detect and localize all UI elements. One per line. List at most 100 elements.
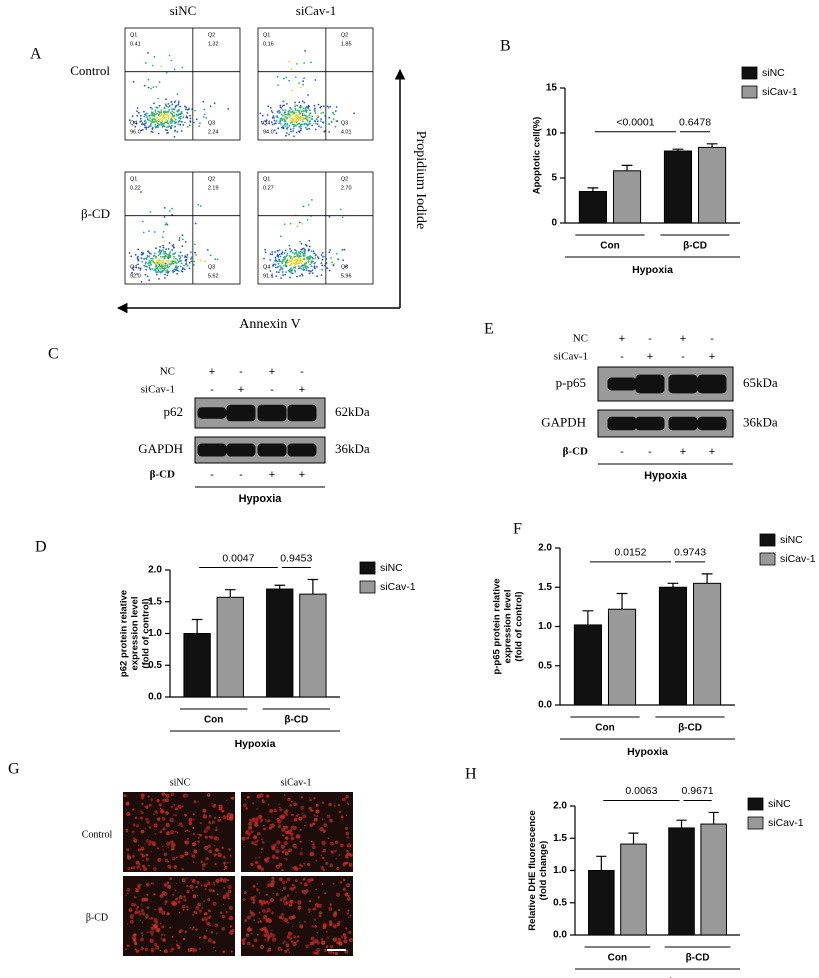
event-dot xyxy=(332,111,334,114)
stain-dot xyxy=(304,824,306,827)
stain-dot xyxy=(141,935,143,937)
condition-sign: - xyxy=(239,366,243,378)
event-dot xyxy=(162,115,165,118)
stain-dot xyxy=(249,819,252,822)
condition-sign: - xyxy=(210,384,214,396)
stain-dot xyxy=(256,933,259,936)
event-dot xyxy=(293,259,296,262)
stain-dot xyxy=(332,951,335,954)
event-dot xyxy=(353,112,355,115)
stain-dot xyxy=(308,797,311,799)
stain-dot xyxy=(137,848,141,852)
event-dot xyxy=(307,107,309,110)
event-dot xyxy=(282,100,284,103)
event-dot xyxy=(311,115,314,118)
stain-dot xyxy=(181,825,183,827)
event-dot xyxy=(292,118,294,121)
event-dot xyxy=(269,259,272,261)
event-dot xyxy=(159,245,162,248)
stain-dot xyxy=(266,911,268,913)
stain-dot xyxy=(141,854,145,858)
stain-dot xyxy=(217,852,222,858)
event-dot xyxy=(176,259,179,261)
stain-dot xyxy=(288,951,291,953)
event-dot xyxy=(261,114,264,117)
event-dot xyxy=(198,125,201,127)
event-dot xyxy=(275,271,278,273)
stain-dot xyxy=(155,929,160,933)
stain-dot xyxy=(322,850,324,853)
column-label: siCav-1 xyxy=(296,3,336,18)
event-dot xyxy=(330,257,332,259)
quadrant-value: 4.01 xyxy=(341,129,352,135)
stain-dot xyxy=(209,822,212,825)
stain-dot xyxy=(153,893,156,896)
event-dot xyxy=(179,123,182,126)
stain-dot xyxy=(282,942,285,945)
event-dot xyxy=(287,126,289,128)
stain-dot xyxy=(266,819,269,823)
event-dot xyxy=(281,267,284,270)
event-dot xyxy=(273,129,276,132)
event-dot xyxy=(194,109,197,112)
stain-dot xyxy=(290,940,294,943)
event-dot xyxy=(157,132,160,135)
stain-dot xyxy=(330,850,334,853)
event-dot xyxy=(143,110,145,113)
bar xyxy=(578,191,607,224)
condition-sign: + xyxy=(647,351,653,363)
event-dot xyxy=(280,113,283,116)
stain-dot xyxy=(349,938,353,943)
event-dot xyxy=(165,248,168,251)
event-dot xyxy=(302,120,304,123)
stain-dot xyxy=(183,895,186,898)
event-dot xyxy=(328,131,331,133)
event-dot xyxy=(184,121,187,124)
stain-dot xyxy=(207,898,211,902)
event-dot xyxy=(165,71,168,74)
event-dot xyxy=(302,80,304,83)
stain-dot xyxy=(128,822,131,824)
event-dot xyxy=(306,124,309,127)
stain-dot xyxy=(265,893,268,896)
event-dot xyxy=(320,126,322,128)
event-dot xyxy=(279,104,282,107)
stain-dot xyxy=(347,909,350,912)
x-tick-label: Con xyxy=(595,723,614,734)
stain-dot xyxy=(127,892,129,894)
stain-dot xyxy=(255,860,259,865)
bar xyxy=(573,624,602,706)
event-dot xyxy=(309,122,311,125)
stain-dot xyxy=(261,838,264,841)
quadrant-name: Q2 xyxy=(208,176,215,182)
event-dot xyxy=(168,54,171,57)
event-dot xyxy=(162,263,165,266)
event-dot xyxy=(173,111,176,114)
bar xyxy=(299,593,327,698)
stain-dot xyxy=(315,951,319,955)
stain-dot xyxy=(144,947,148,951)
stain-dot xyxy=(267,935,271,939)
x-tick-label: β-CD xyxy=(683,241,707,252)
event-dot xyxy=(173,117,176,120)
stain-dot xyxy=(150,798,153,801)
stain-dot xyxy=(205,857,209,861)
stain-dot xyxy=(329,863,334,868)
stain-dot xyxy=(315,803,319,807)
event-dot xyxy=(166,223,169,226)
event-dot xyxy=(137,259,140,262)
event-dot xyxy=(305,111,308,114)
stain-dot xyxy=(186,837,189,841)
stain-dot xyxy=(145,857,149,861)
stain-dot xyxy=(340,935,343,938)
event-dot xyxy=(163,207,166,209)
stain-dot xyxy=(215,827,218,829)
event-dot xyxy=(299,257,302,260)
stain-dot xyxy=(157,857,162,862)
event-dot xyxy=(283,77,285,80)
stain-dot xyxy=(298,909,301,911)
column-label: siCav-1 xyxy=(280,777,311,788)
event-dot xyxy=(135,122,138,125)
stain-dot xyxy=(174,814,177,817)
event-dot xyxy=(321,258,324,261)
